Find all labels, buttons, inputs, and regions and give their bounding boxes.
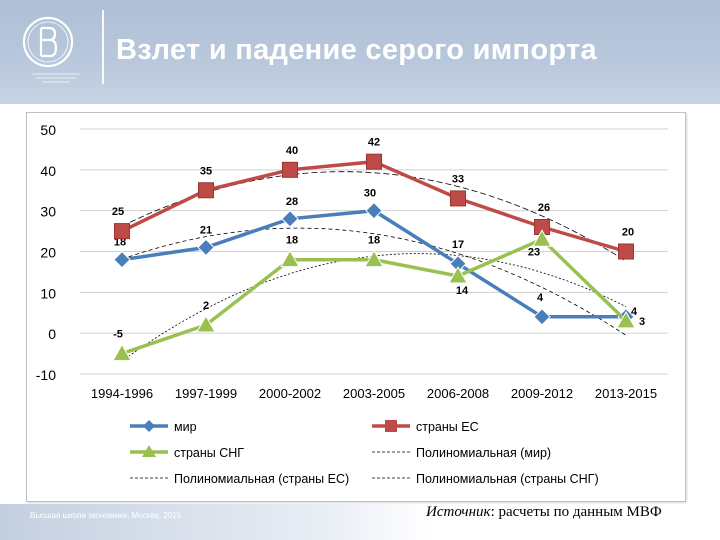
data-label: 42: [368, 137, 380, 149]
legend-label: мир: [174, 420, 197, 434]
footer-organization: Высшая школа экономики, Москва, 2015: [30, 511, 182, 520]
y-tick-label: 10: [40, 285, 56, 301]
data-label: 40: [286, 145, 298, 157]
data-point: [198, 182, 214, 199]
source-note: Источник: расчеты по данным МВФ: [426, 504, 662, 521]
data-point: [112, 343, 132, 362]
y-tick-label: 50: [40, 122, 56, 138]
data-point: [618, 243, 634, 260]
data-point: [282, 161, 298, 178]
footer-bar: [0, 504, 720, 540]
legend-entry: Полиномиальная (мир): [372, 446, 551, 460]
data-label: 18: [114, 237, 126, 249]
y-tick-label: 40: [40, 163, 56, 179]
legend-label: Полиномиальная (страны ЕС): [174, 472, 349, 486]
x-tick-label: 2003-2005: [343, 386, 405, 401]
data-point: [533, 308, 551, 326]
legend-entry: Полиномиальная (страны ЕС): [130, 472, 349, 486]
data-label: 26: [538, 202, 550, 214]
data-label: -5: [113, 329, 123, 341]
data-point: [365, 201, 383, 220]
trendline: [121, 227, 627, 336]
data-label: 18: [368, 235, 380, 247]
header-divider: [102, 10, 104, 84]
legend-entry: мир: [130, 420, 197, 434]
data-point: [280, 249, 300, 268]
data-point: [616, 310, 636, 329]
data-label: 20: [622, 227, 634, 239]
data-label: 4: [631, 306, 638, 318]
x-tick-label: 1997-1999: [175, 386, 237, 401]
x-tick-label: 1994-1996: [91, 386, 153, 401]
data-point: [113, 250, 131, 269]
data-label: 28: [286, 196, 298, 208]
data-label: 21: [200, 224, 212, 236]
data-point: [364, 249, 384, 268]
data-point: [197, 238, 215, 257]
data-label: 35: [200, 165, 212, 177]
legend-marker: [142, 445, 156, 457]
chart-frame: [26, 112, 686, 502]
hse-logo-icon: [22, 16, 80, 83]
legend-marker: [385, 420, 397, 432]
data-label: 30: [364, 188, 376, 200]
data-point: [366, 153, 382, 170]
slide-title: Взлет и падение серого импорта: [116, 34, 597, 66]
data-label: 18: [286, 235, 298, 247]
legend-entry: страны ЕС: [372, 420, 479, 434]
x-tick-label: 2013-2015: [595, 386, 657, 401]
y-tick-label: 30: [40, 204, 56, 220]
data-label: 23: [528, 246, 540, 258]
y-tick-label: 20: [40, 245, 56, 261]
slide-header: Взлет и падение серого импорта: [0, 0, 720, 104]
data-point: [281, 210, 299, 228]
x-tick-label: 2006-2008: [427, 386, 489, 401]
data-label: 4: [537, 292, 544, 304]
data-label: 17: [452, 239, 464, 251]
data-point: [450, 190, 466, 207]
data-point: [114, 223, 130, 240]
x-tick-label: 2000-2002: [259, 386, 321, 401]
data-point: [448, 265, 468, 284]
legend-label: страны ЕС: [416, 420, 479, 434]
data-label: 33: [452, 173, 464, 185]
x-tick-label: 2009-2012: [511, 386, 573, 401]
legend-label: Полиномиальная (страны СНГ): [416, 472, 599, 486]
legend-label: страны СНГ: [174, 446, 244, 460]
legend-entry: страны СНГ: [130, 445, 244, 460]
data-label: 3: [639, 316, 645, 328]
trendline: [121, 253, 627, 362]
legend-label: Полиномиальная (мир): [416, 446, 551, 460]
data-point: [532, 229, 552, 247]
y-tick-label: -10: [36, 367, 56, 383]
data-label: 2: [203, 300, 209, 312]
y-tick-label: 0: [48, 326, 56, 342]
legend-marker: [143, 420, 155, 432]
source-label: Источник: [426, 504, 491, 520]
source-text: : расчеты по данным МВФ: [490, 504, 662, 520]
data-point: [196, 314, 216, 333]
data-label: 14: [456, 285, 469, 297]
data-label: 25: [112, 206, 124, 218]
legend-entry: Полиномиальная (страны СНГ): [372, 472, 599, 486]
